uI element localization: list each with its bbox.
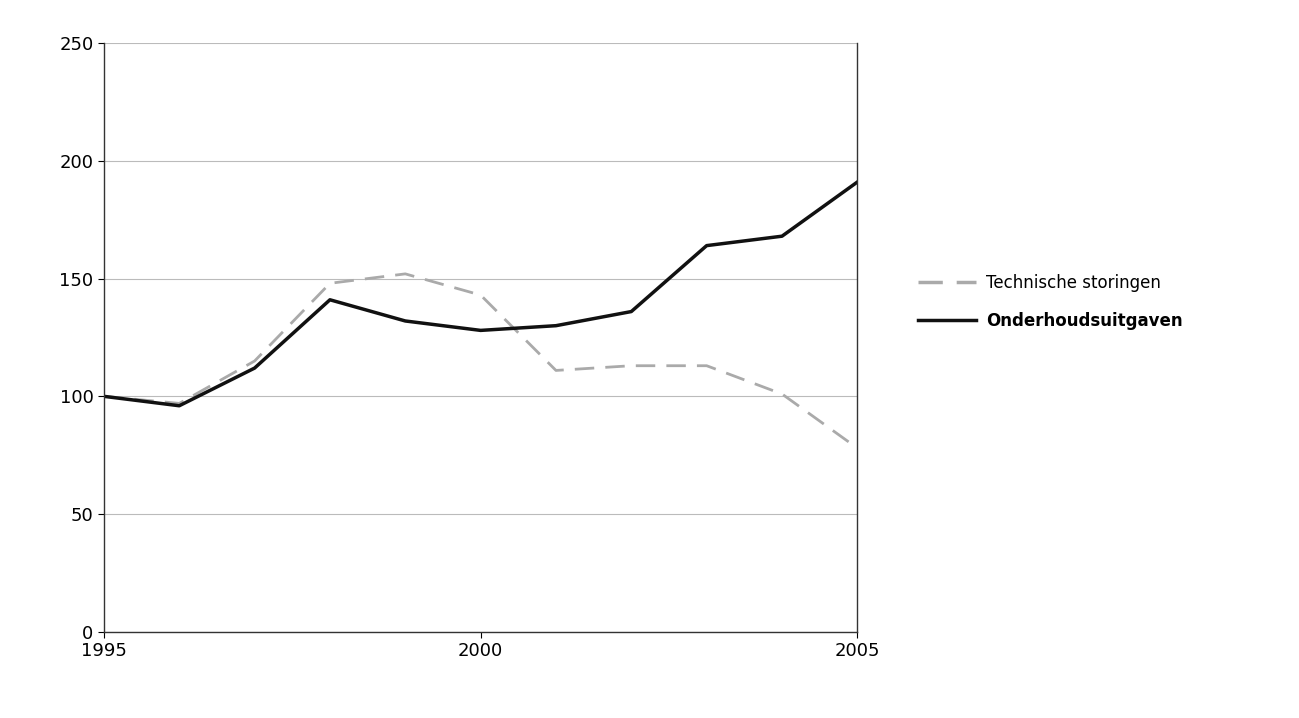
- Technische storingen: [96, 392, 112, 401]
- Onderhoudsuitgaven: [699, 241, 714, 250]
- Technische storingen: [171, 399, 187, 408]
- Technische storingen: [699, 361, 714, 370]
- Onderhoudsuitgaven: [624, 307, 639, 316]
- Line: Technische storingen: Technische storingen: [104, 274, 857, 448]
- Technische storingen: [624, 361, 639, 370]
- Technische storingen: [774, 390, 790, 398]
- Technische storingen: [322, 279, 338, 288]
- Technische storingen: [247, 357, 262, 365]
- Onderhoudsuitgaven: [548, 322, 564, 330]
- Onderhoudsuitgaven: [322, 296, 338, 304]
- Onderhoudsuitgaven: [247, 364, 262, 373]
- Onderhoudsuitgaven: [96, 392, 112, 401]
- Onderhoudsuitgaven: [397, 317, 413, 325]
- Onderhoudsuitgaven: [774, 232, 790, 241]
- Technische storingen: [397, 269, 413, 278]
- Technische storingen: [473, 291, 488, 299]
- Onderhoudsuitgaven: [850, 178, 865, 187]
- Line: Onderhoudsuitgaven: Onderhoudsuitgaven: [104, 182, 857, 406]
- Legend: Technische storingen, Onderhoudsuitgaven: Technische storingen, Onderhoudsuitgaven: [917, 274, 1182, 330]
- Onderhoudsuitgaven: [171, 401, 187, 410]
- Technische storingen: [548, 366, 564, 375]
- Onderhoudsuitgaven: [473, 326, 488, 335]
- Technische storingen: [850, 444, 865, 452]
